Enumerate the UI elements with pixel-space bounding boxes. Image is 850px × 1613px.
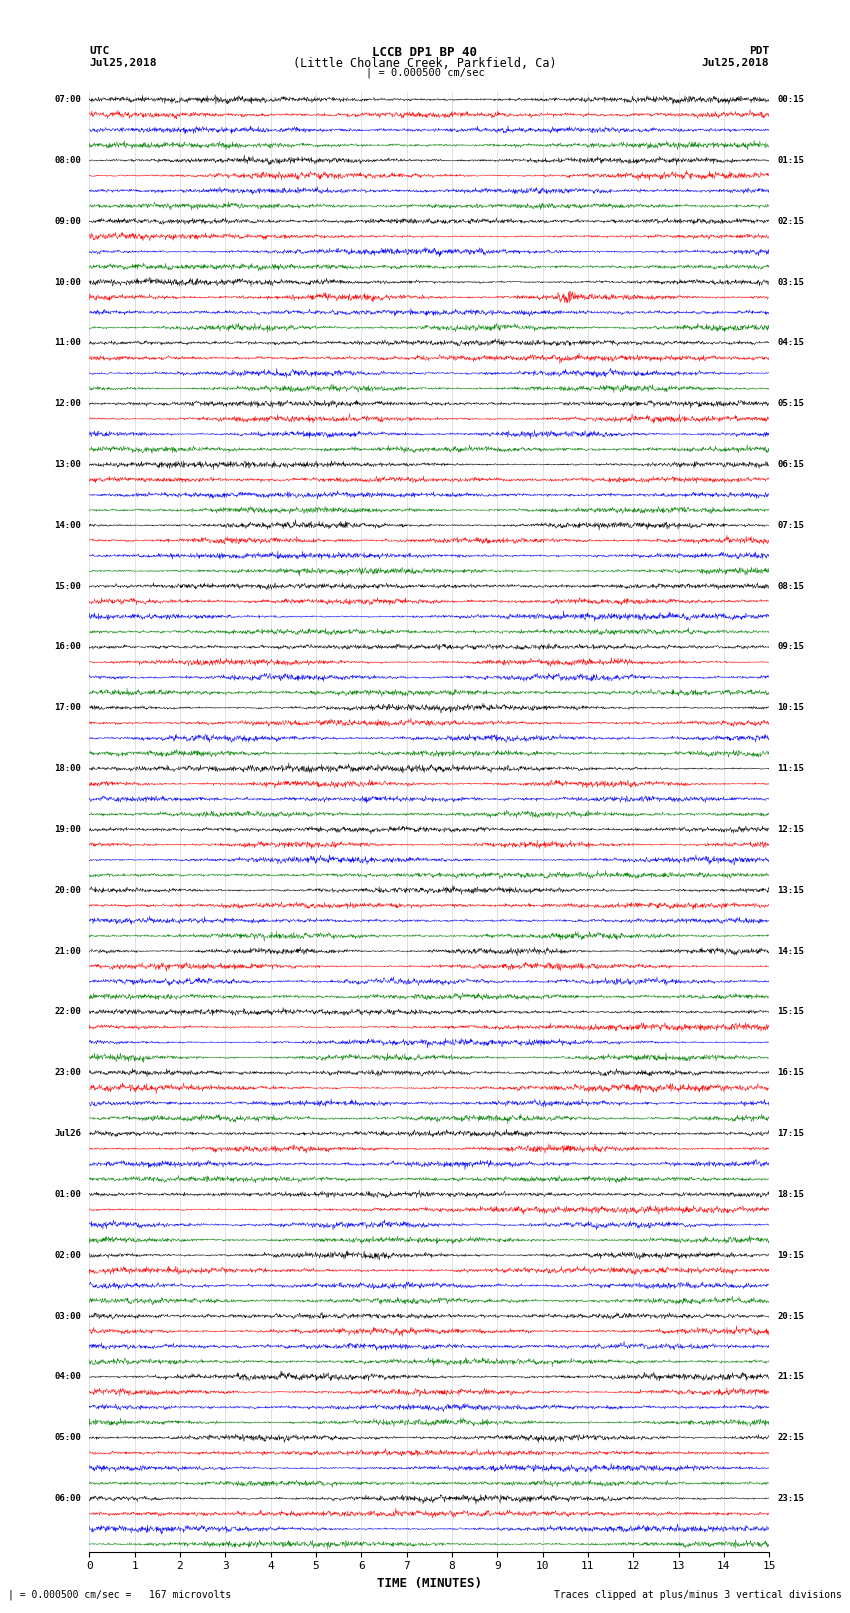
Text: 23:00: 23:00 xyxy=(54,1068,81,1077)
Text: 12:15: 12:15 xyxy=(778,824,804,834)
Text: | = 0.000500 cm/sec: | = 0.000500 cm/sec xyxy=(366,68,484,79)
Text: 16:15: 16:15 xyxy=(778,1068,804,1077)
Text: 07:00: 07:00 xyxy=(54,95,81,105)
Text: 21:15: 21:15 xyxy=(778,1373,804,1381)
Text: | = 0.000500 cm/sec =   167 microvolts: | = 0.000500 cm/sec = 167 microvolts xyxy=(8,1589,232,1600)
Text: 15:15: 15:15 xyxy=(778,1008,804,1016)
Text: 12:00: 12:00 xyxy=(54,398,81,408)
Text: 17:00: 17:00 xyxy=(54,703,81,713)
Text: 10:15: 10:15 xyxy=(778,703,804,713)
Text: 20:15: 20:15 xyxy=(778,1311,804,1321)
Text: 11:15: 11:15 xyxy=(778,765,804,773)
Text: 18:15: 18:15 xyxy=(778,1190,804,1198)
Text: 06:00: 06:00 xyxy=(54,1494,81,1503)
Text: Jul25,2018: Jul25,2018 xyxy=(702,58,769,68)
Text: 02:00: 02:00 xyxy=(54,1250,81,1260)
Text: 18:00: 18:00 xyxy=(54,765,81,773)
Text: 06:15: 06:15 xyxy=(778,460,804,469)
Text: 07:15: 07:15 xyxy=(778,521,804,529)
Text: 01:00: 01:00 xyxy=(54,1190,81,1198)
Text: 05:15: 05:15 xyxy=(778,398,804,408)
Text: 23:15: 23:15 xyxy=(778,1494,804,1503)
Text: 11:00: 11:00 xyxy=(54,339,81,347)
Text: 10:00: 10:00 xyxy=(54,277,81,287)
Text: 19:15: 19:15 xyxy=(778,1250,804,1260)
Text: Jul25,2018: Jul25,2018 xyxy=(89,58,156,68)
Text: 15:00: 15:00 xyxy=(54,582,81,590)
Text: 05:00: 05:00 xyxy=(54,1434,81,1442)
Text: 14:00: 14:00 xyxy=(54,521,81,529)
Text: 02:15: 02:15 xyxy=(778,216,804,226)
Text: 01:15: 01:15 xyxy=(778,156,804,165)
Text: 13:00: 13:00 xyxy=(54,460,81,469)
Text: 04:00: 04:00 xyxy=(54,1373,81,1381)
Text: Traces clipped at plus/minus 3 vertical divisions: Traces clipped at plus/minus 3 vertical … xyxy=(553,1590,842,1600)
Text: 13:15: 13:15 xyxy=(778,886,804,895)
Text: PDT: PDT xyxy=(749,45,769,56)
Text: 03:00: 03:00 xyxy=(54,1311,81,1321)
Text: 21:00: 21:00 xyxy=(54,947,81,955)
Text: 19:00: 19:00 xyxy=(54,824,81,834)
Text: 22:15: 22:15 xyxy=(778,1434,804,1442)
Text: 09:15: 09:15 xyxy=(778,642,804,652)
Text: 14:15: 14:15 xyxy=(778,947,804,955)
Text: (Little Cholane Creek, Parkfield, Ca): (Little Cholane Creek, Parkfield, Ca) xyxy=(293,58,557,71)
Text: UTC: UTC xyxy=(89,45,110,56)
Text: 22:00: 22:00 xyxy=(54,1008,81,1016)
Text: 09:00: 09:00 xyxy=(54,216,81,226)
X-axis label: TIME (MINUTES): TIME (MINUTES) xyxy=(377,1578,482,1590)
Text: 20:00: 20:00 xyxy=(54,886,81,895)
Text: LCCB DP1 BP 40: LCCB DP1 BP 40 xyxy=(372,45,478,60)
Text: 00:15: 00:15 xyxy=(778,95,804,105)
Text: 03:15: 03:15 xyxy=(778,277,804,287)
Text: 08:00: 08:00 xyxy=(54,156,81,165)
Text: 17:15: 17:15 xyxy=(778,1129,804,1139)
Text: Jul26: Jul26 xyxy=(54,1129,81,1139)
Text: 08:15: 08:15 xyxy=(778,582,804,590)
Text: 04:15: 04:15 xyxy=(778,339,804,347)
Text: 16:00: 16:00 xyxy=(54,642,81,652)
